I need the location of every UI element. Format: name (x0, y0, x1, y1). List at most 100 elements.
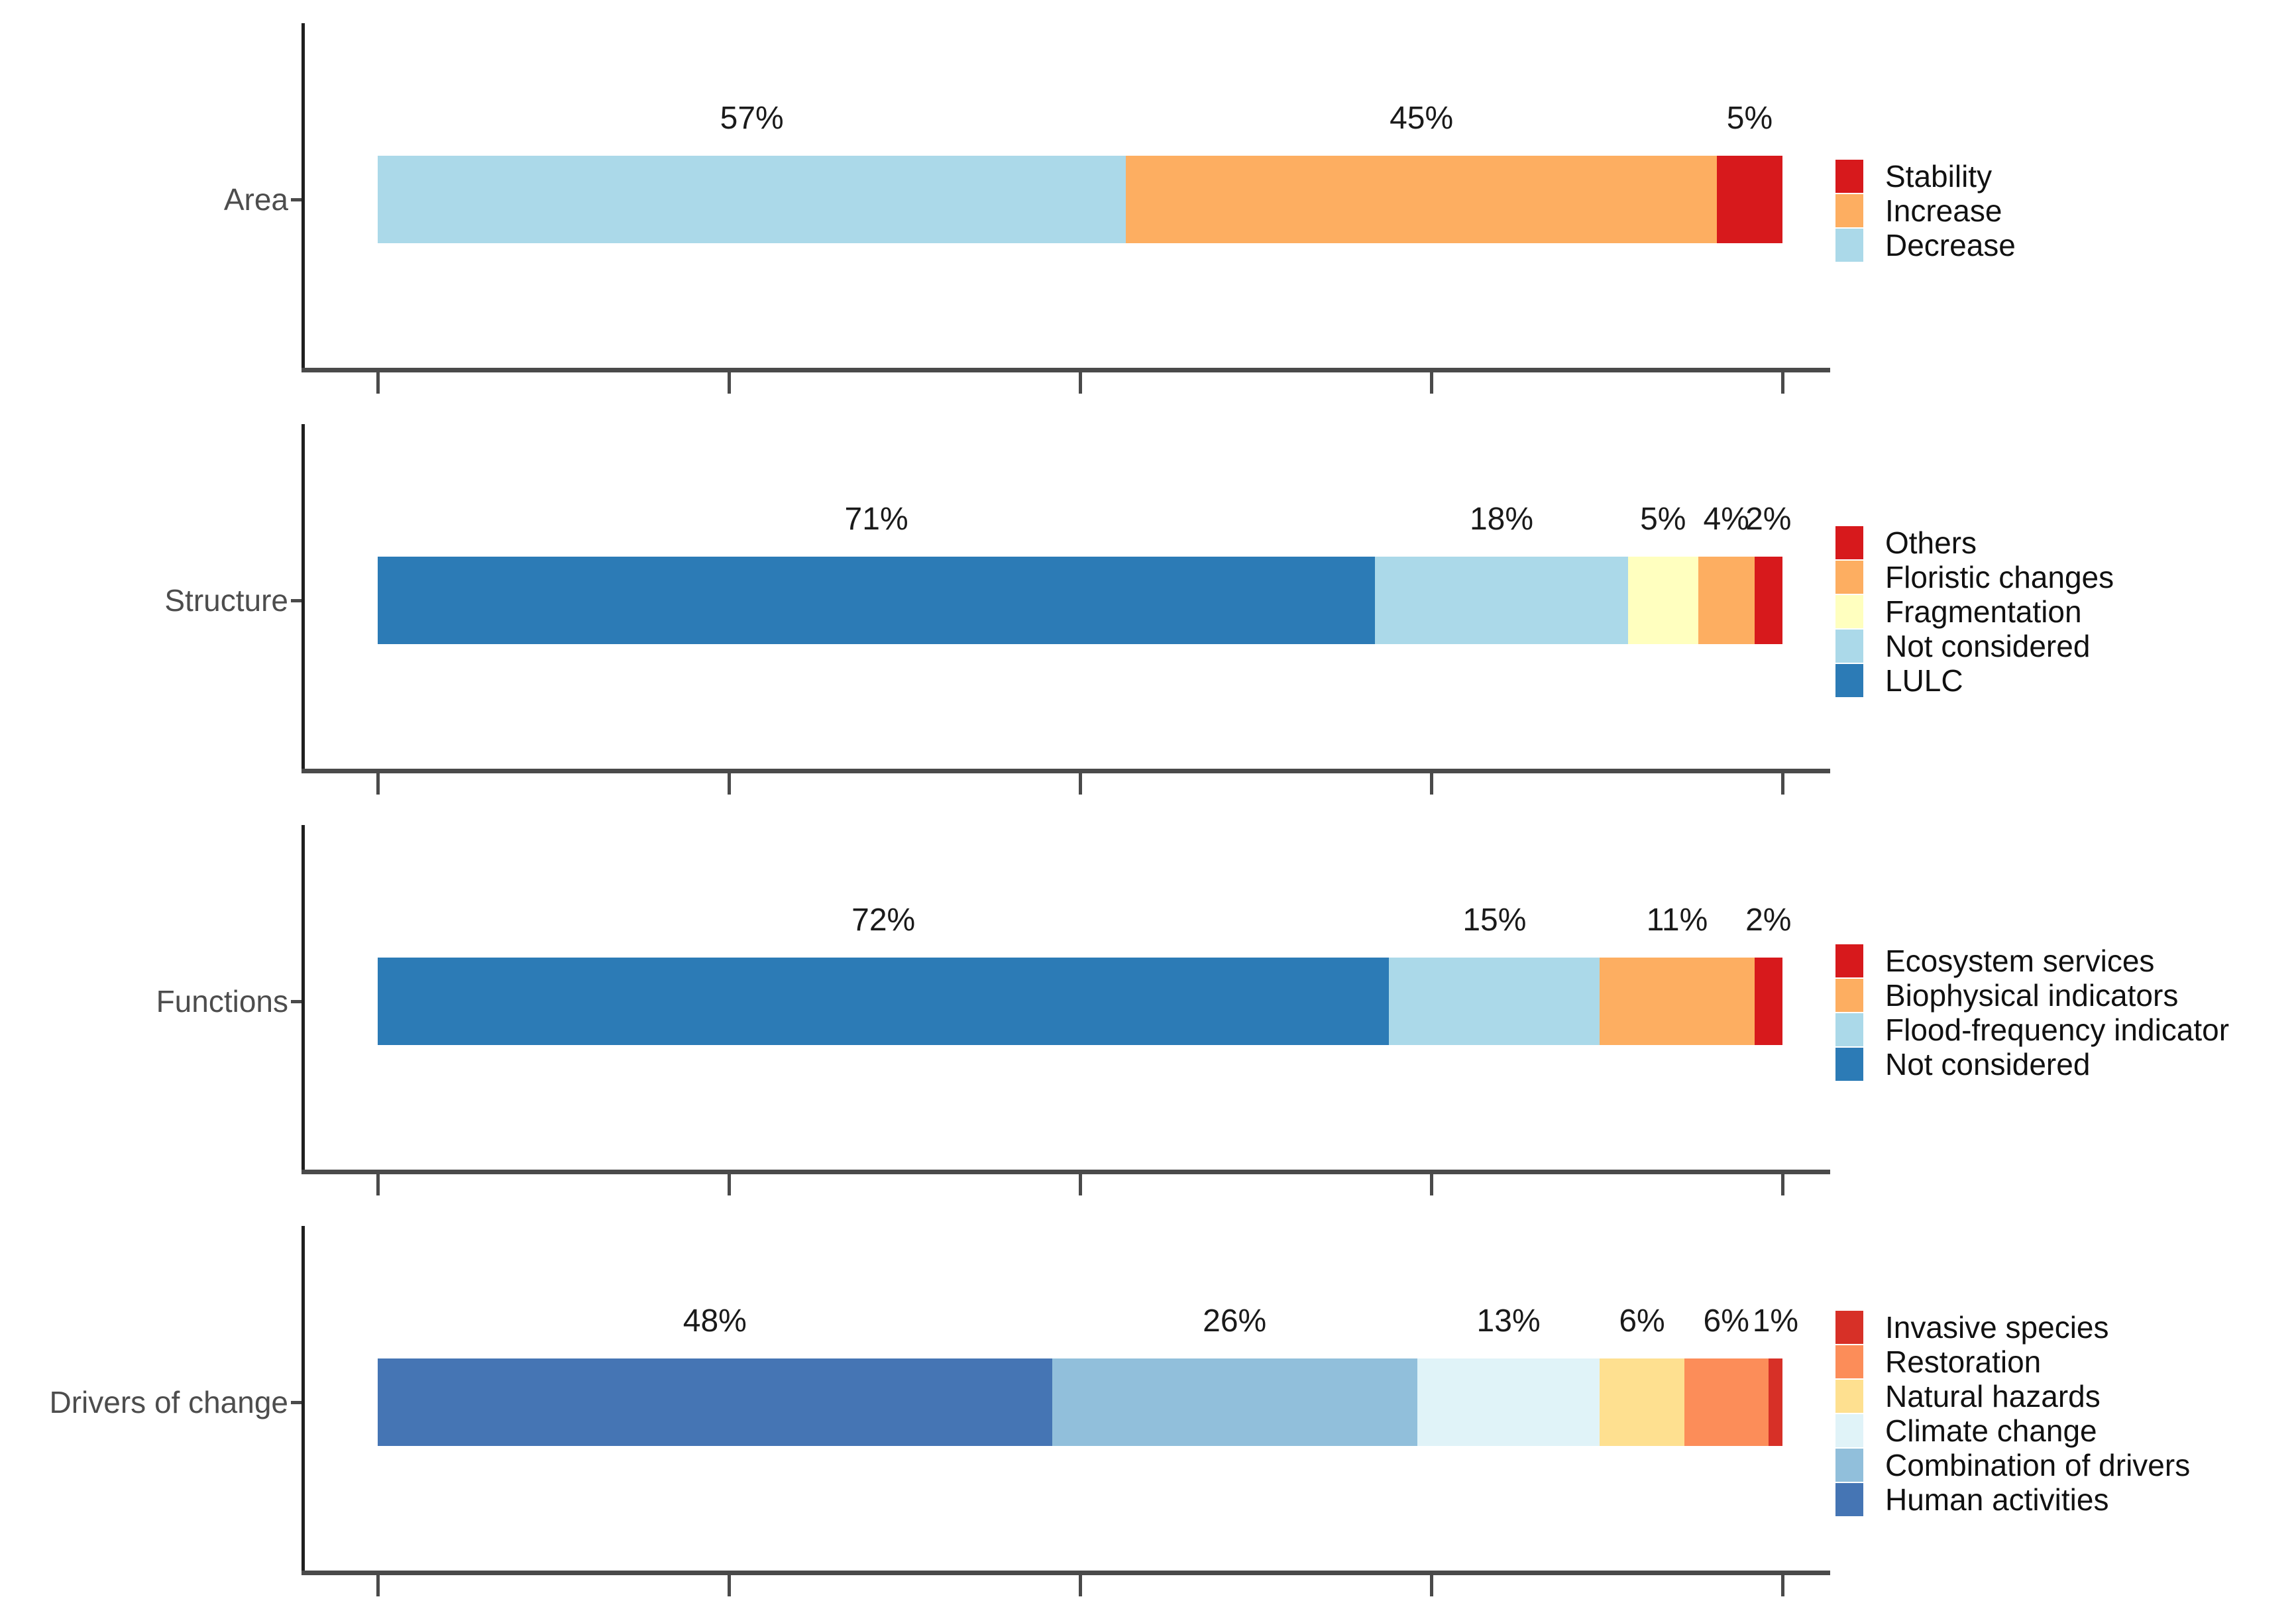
x-axis-tick (1781, 372, 1784, 394)
stacked-bar (378, 557, 1782, 644)
legend-swatch-ecosystem-services (1835, 944, 1863, 977)
y-axis-line (301, 1226, 305, 1571)
category-label: Area (223, 182, 288, 217)
panel-structure: Structure 71% 18% 5% 4% 2% Others Floristic cha… (0, 424, 2296, 825)
legend-swatch-restoration (1835, 1345, 1863, 1378)
x-axis-tick (1079, 1575, 1082, 1596)
bar-segment-others (1754, 557, 1782, 644)
legend-swatch-lulc (1835, 664, 1863, 697)
legend-label-combination-of-drivers: Combination of drivers (1885, 1448, 2191, 1482)
panel-area: Area 57% 45% 5% Stability Increase Decrease (0, 23, 2296, 424)
x-axis-tick (1781, 773, 1784, 795)
legend-swatch-increase (1835, 194, 1863, 227)
bar-segment-restoration (1684, 1358, 1769, 1446)
x-axis-line (301, 769, 1830, 773)
legend-swatch-natural-hazards (1835, 1380, 1863, 1413)
y-axis-line (301, 825, 305, 1170)
bar-segment-invasive-species (1768, 1358, 1782, 1446)
legend-swatch-decrease (1835, 229, 1863, 262)
legend-swatch-biophysical-indicators (1835, 979, 1863, 1012)
legend-label-others: Others (1885, 526, 1977, 560)
x-axis-tick (376, 1575, 380, 1596)
panel-drivers-of-change: Drivers of change 48% 26% 13% 6% 6% 1% Invasive… (0, 1226, 2296, 1605)
bar-segment-not-considered (1375, 557, 1628, 644)
percent-label: 18% (1469, 502, 1534, 537)
legend-label-not-considered: Not considered (1885, 629, 2091, 663)
category-label: Functions (156, 984, 288, 1019)
bar-segment-climate-change (1417, 1358, 1600, 1446)
legend-label-increase: Increase (1885, 194, 2002, 228)
percent-label: 5% (1640, 502, 1686, 537)
percent-label: 5% (1726, 101, 1773, 136)
legend-label-biophysical-indicators: Biophysical indicators (1885, 978, 2179, 1013)
legend-swatch-combination-of-drivers (1835, 1449, 1863, 1482)
legend-swatch-human-activities (1835, 1483, 1863, 1516)
percent-label: 71% (844, 502, 908, 537)
x-axis-tick (1079, 372, 1082, 394)
x-axis-tick (1079, 773, 1082, 795)
percent-label: 72% (851, 903, 916, 938)
legend-label-floristic-changes: Floristic changes (1885, 560, 2114, 594)
x-axis-tick (1079, 1174, 1082, 1195)
bar-segment-not-considered (378, 958, 1390, 1045)
panel-functions: Functions 72% 15% 11% 2% Ecosystem services Bi… (0, 825, 2296, 1226)
bar-segment-biophysical-indicators (1600, 958, 1755, 1045)
x-axis-tick (728, 1575, 731, 1596)
percent-label: 48% (683, 1303, 747, 1339)
bar-segment-increase (1126, 156, 1717, 243)
legend-swatch-not-considered (1835, 1048, 1863, 1081)
percent-label: 2% (1745, 502, 1792, 537)
legend-label-restoration: Restoration (1885, 1345, 2042, 1379)
legend-label-stability: Stability (1885, 159, 1993, 194)
legend-swatch-others (1835, 526, 1863, 559)
x-axis-tick (1430, 372, 1433, 394)
category-tick (291, 1000, 301, 1003)
bar-segment-decrease (378, 156, 1126, 243)
percent-label: 13% (1476, 1303, 1541, 1339)
bar-segment-fragmentation (1627, 557, 1698, 644)
percent-label: 11% (1646, 903, 1708, 938)
x-axis-tick (1430, 1174, 1433, 1195)
x-axis-line (301, 368, 1830, 372)
legend-label-not-considered: Not considered (1885, 1047, 2091, 1081)
y-axis-line (301, 23, 305, 368)
category-tick (291, 599, 301, 602)
percent-label: 57% (720, 101, 784, 136)
legend-swatch-climate-change (1835, 1414, 1863, 1447)
legend-label-invasive-species: Invasive species (1885, 1310, 2109, 1345)
percent-label: 6% (1703, 1303, 1749, 1339)
x-axis-tick (1430, 773, 1433, 795)
x-axis-line (301, 1571, 1830, 1575)
legend-swatch-floristic-changes (1835, 561, 1863, 594)
legend-swatch-not-considered (1835, 630, 1863, 663)
percent-label: 2% (1745, 903, 1792, 938)
x-axis-tick (1430, 1575, 1433, 1596)
x-axis-line (301, 1170, 1830, 1174)
legend-label-flood-frequency-indicator: Flood-frequency indicator (1885, 1013, 2230, 1047)
bar-segment-flood-frequency-indicator (1389, 958, 1600, 1045)
percent-label: 26% (1203, 1303, 1267, 1339)
percent-label: 1% (1752, 1303, 1799, 1339)
x-axis-tick (376, 372, 380, 394)
stacked-bar (378, 958, 1782, 1045)
y-axis-line (301, 424, 305, 769)
x-axis-tick (1781, 1575, 1784, 1596)
category-label: Structure (164, 583, 288, 618)
x-axis-tick (1781, 1174, 1784, 1195)
x-axis-tick (728, 1174, 731, 1195)
legend-label-lulc: LULC (1885, 663, 1963, 698)
percent-label: 15% (1462, 903, 1527, 938)
bar-segment-combination-of-drivers (1052, 1358, 1417, 1446)
bar-segment-lulc (378, 557, 1376, 644)
legend-swatch-fragmentation (1835, 595, 1863, 628)
legend-swatch-invasive-species (1835, 1311, 1863, 1344)
legend-label-climate-change: Climate change (1885, 1413, 2097, 1448)
legend-swatch-stability (1835, 160, 1863, 193)
category-label: Drivers of change (49, 1385, 289, 1419)
bar-segment-ecosystem-services (1754, 958, 1782, 1045)
legend-label-ecosystem-services: Ecosystem services (1885, 944, 2155, 978)
bar-segment-floristic-changes (1698, 557, 1755, 644)
bar-segment-natural-hazards (1600, 1358, 1684, 1446)
legend-label-fragmentation: Fragmentation (1885, 594, 2082, 629)
